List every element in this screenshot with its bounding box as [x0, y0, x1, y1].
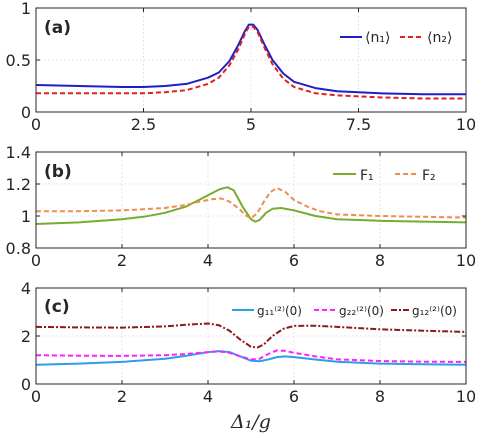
y-tick-label: 0	[21, 375, 31, 394]
x-axis-label: Δ₁/g	[230, 411, 271, 433]
y-tick-label: 1.4	[6, 143, 31, 162]
legend-f1-label: F₁	[360, 168, 374, 184]
panel-c: (c) g₁₁⁽²⁾(0) g₂₂⁽²⁾(0) g₁₂⁽²⁾(0) Δ₁/g 0…	[21, 279, 476, 433]
panel-c-series-line-2	[35, 349, 467, 363]
x-tick-label: 5	[246, 115, 256, 134]
legend-g22-label: g₂₂⁽²⁾(0)	[339, 304, 384, 318]
x-tick-label: 4	[203, 251, 213, 270]
x-tick-label: 10	[456, 115, 476, 134]
panel-b-series-line-1	[35, 186, 467, 225]
legend-n2-label: ⟨n₂⟩	[427, 30, 452, 46]
x-tick-label: 8	[375, 251, 385, 270]
y-tick-label: 2	[21, 327, 31, 346]
x-tick-label: 0	[31, 115, 41, 134]
y-tick-label: 0.5	[6, 51, 31, 70]
x-tick-label: 8	[375, 387, 385, 406]
legend-g11-label: g₁₁⁽²⁾(0)	[257, 304, 302, 318]
panel-b-series-line-2	[36, 187, 467, 220]
x-tick-label: 6	[289, 251, 299, 270]
x-tick-label: 0	[31, 251, 41, 270]
x-tick-label: 2.5	[131, 115, 156, 134]
panel-c-series-line-3	[35, 322, 467, 349]
panel-c-label: (c)	[44, 297, 70, 317]
panel-a-legend: ⟨n₁⟩ ⟨n₂⟩	[340, 30, 452, 46]
panel-b: (b) F₁ F₂ 0 2 4 6 8 10 0.8 1 1.2 1.4	[6, 143, 477, 270]
x-tick-label: 2	[117, 387, 127, 406]
panel-a-series-line-1	[35, 23, 466, 96]
panel-a: (a) ⟨n₁⟩ ⟨n₂⟩ 0 2.5 5 7.5 10 0 0.5 1	[6, 0, 477, 134]
x-tick-label: 7.5	[346, 115, 371, 134]
y-tick-label: 4	[21, 279, 31, 298]
legend-f2-label: F₂	[422, 168, 436, 184]
panel-b-label: (b)	[44, 162, 72, 182]
x-tick-label: 2	[117, 251, 127, 270]
legend-g12-label: g₁₂⁽²⁾(0)	[412, 304, 457, 318]
legend-n1-label: ⟨n₁⟩	[365, 30, 390, 46]
x-tick-label: 10	[456, 251, 476, 270]
panel-a-series-line-2	[36, 25, 466, 100]
x-tick-label: 10	[456, 387, 476, 406]
x-tick-label: 0	[31, 387, 41, 406]
panel-c-series-line-1	[35, 350, 467, 366]
y-tick-label: 1	[21, 0, 31, 18]
panel-b-frame	[35, 151, 467, 249]
y-tick-label: 1	[21, 207, 31, 226]
x-tick-label: 4	[203, 387, 213, 406]
panel-b-legend: F₁ F₂	[333, 168, 436, 184]
y-tick-label: 1.2	[6, 175, 31, 194]
x-tick-label: 6	[289, 387, 299, 406]
y-tick-label: 0.8	[6, 239, 31, 258]
panel-c-legend: g₁₁⁽²⁾(0) g₂₂⁽²⁾(0) g₁₂⁽²⁾(0)	[232, 304, 457, 318]
panel-a-label: (a)	[44, 18, 71, 38]
y-tick-label: 0	[21, 103, 31, 122]
